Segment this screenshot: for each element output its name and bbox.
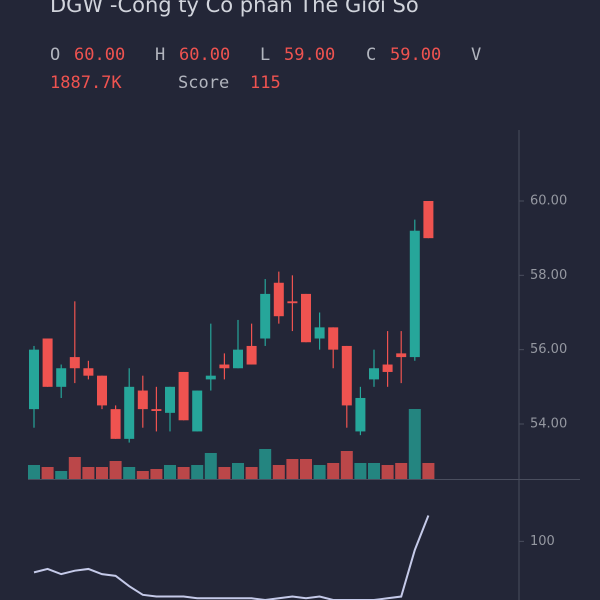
chart-title: DGW -Công ty Cổ phần Thế Giới Số xyxy=(50,0,419,17)
candle-body xyxy=(314,327,325,339)
candle-body xyxy=(97,375,107,406)
candle-body xyxy=(69,357,80,369)
candle-body xyxy=(205,375,216,380)
volume-bar xyxy=(68,457,81,479)
volume-bar xyxy=(204,453,217,479)
score-pane xyxy=(33,515,430,600)
ohlc-value: 60.00 xyxy=(179,45,230,65)
ohlc-key: O xyxy=(50,45,60,65)
candle-body xyxy=(29,349,39,410)
volume-bar xyxy=(259,449,272,479)
ohlc-value: 59.00 xyxy=(390,45,441,65)
y-tick-label: 56.00 xyxy=(530,342,567,357)
volume-key: V xyxy=(471,45,481,65)
candle-body xyxy=(56,368,67,387)
candle-body xyxy=(423,200,434,239)
volume-value: 1887.7K xyxy=(50,73,122,93)
ohlc-value: 60.00 xyxy=(74,45,125,65)
ohlc-key: L xyxy=(260,45,270,65)
candle-body xyxy=(287,301,298,304)
candle-body xyxy=(124,386,135,439)
volume-bar xyxy=(191,465,204,479)
volume-bar xyxy=(340,451,353,479)
candle-body xyxy=(83,368,94,376)
volume-bar xyxy=(381,465,394,479)
score-value: 115 xyxy=(250,73,281,93)
y-tick-label: 60.00 xyxy=(530,193,567,208)
candle-body xyxy=(42,338,53,387)
volume-bar xyxy=(28,465,40,479)
volume-bar xyxy=(109,461,122,479)
volume-bar xyxy=(150,469,163,479)
ohlc-key: C xyxy=(366,45,376,65)
candle-body xyxy=(355,397,366,432)
volume-bar xyxy=(300,459,312,479)
candle-body xyxy=(382,364,393,372)
volume-bar xyxy=(232,463,244,479)
ohlc-value: 59.00 xyxy=(284,45,335,65)
ohlc-key: H xyxy=(155,45,165,65)
candle-body xyxy=(110,409,121,439)
candle-body xyxy=(165,386,175,413)
candle-body xyxy=(301,293,311,343)
volume-bar xyxy=(368,463,380,479)
volume-bar xyxy=(218,467,231,479)
volume-bar xyxy=(327,463,340,479)
candle-body xyxy=(246,345,257,365)
candle-body xyxy=(396,353,407,358)
candle-body xyxy=(137,390,148,410)
candle-body xyxy=(273,282,284,317)
volume-bar xyxy=(286,459,299,479)
candle-body xyxy=(328,327,339,350)
candle-body xyxy=(260,293,271,339)
y-tick-label: 58.00 xyxy=(530,268,567,283)
volume-bar xyxy=(408,409,421,479)
candle-body xyxy=(341,345,352,406)
volume-bar xyxy=(55,471,68,479)
score-key: Score xyxy=(178,73,229,93)
candle-body xyxy=(409,230,420,358)
volume-bar xyxy=(245,467,258,479)
volume-bar xyxy=(136,471,149,479)
score-tick-label: 100 xyxy=(530,534,555,549)
volume-bar xyxy=(354,463,367,479)
volume-bar xyxy=(164,465,176,479)
volume-bar xyxy=(123,467,136,479)
candle-body xyxy=(369,368,379,380)
volume-bar xyxy=(313,465,326,479)
candle-body xyxy=(233,349,243,369)
volume-bar xyxy=(41,467,54,479)
volume-bar xyxy=(395,463,408,479)
candle-body xyxy=(151,409,162,411)
y-tick-label: 54.00 xyxy=(530,416,567,431)
candle-body xyxy=(178,371,189,421)
score-line xyxy=(33,515,430,600)
volume-bar xyxy=(422,463,435,479)
volume-bar xyxy=(82,467,95,479)
candle-body xyxy=(192,390,203,432)
volume-bar xyxy=(96,467,108,479)
candle-body xyxy=(219,364,230,369)
volume-bar xyxy=(177,467,190,479)
volume-bar xyxy=(272,465,285,479)
